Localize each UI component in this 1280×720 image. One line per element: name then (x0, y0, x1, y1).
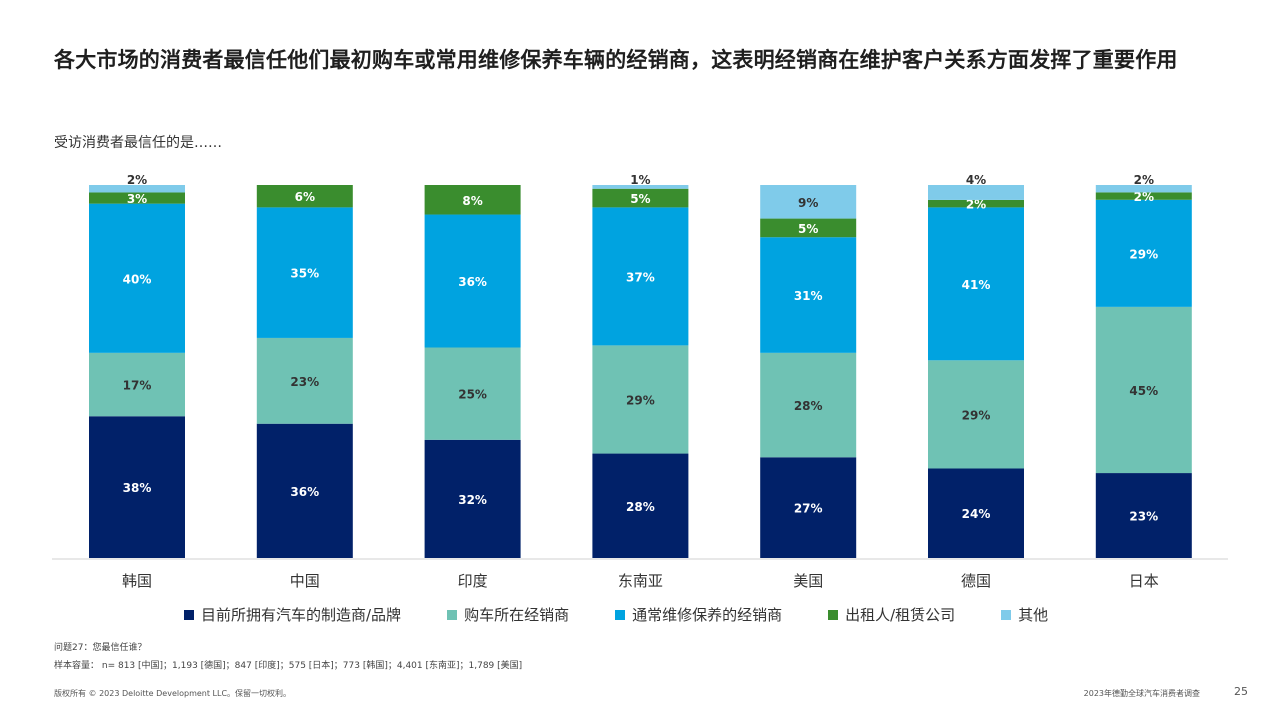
bar-segment (928, 207, 1024, 361)
data-label: 37% (626, 270, 655, 284)
bar-segment (89, 352, 185, 417)
bar-segment (89, 185, 185, 193)
data-label: 9% (798, 196, 818, 210)
bar-segment (1095, 473, 1192, 558)
bar-segment (1095, 185, 1192, 193)
legend-swatch (447, 609, 458, 620)
legend-swatch (828, 609, 839, 620)
data-label: 1% (630, 173, 650, 187)
report-name: 2023年德勤全球汽车消费者调查 (1083, 689, 1200, 698)
legend-item-service-dealer: 通常维修保养的经销商 (615, 604, 782, 625)
bar-segment (592, 453, 689, 558)
bar-segment (1095, 199, 1192, 307)
bar-segment (424, 214, 521, 348)
bar-segment (760, 352, 857, 458)
data-label: 36% (290, 485, 319, 499)
bar-segment (89, 192, 185, 204)
bar-segment (760, 457, 857, 558)
data-label: 2% (1134, 190, 1154, 204)
bar-segment (760, 237, 857, 353)
x-tick-label: 日本 (1129, 572, 1159, 590)
legend-label: 通常维修保养的经销商 (632, 606, 783, 624)
bar-segment (760, 185, 857, 219)
legend-item-lessor: 出租人/租赁公司 (828, 604, 955, 625)
bar-segment (89, 203, 185, 353)
data-label: 23% (1129, 510, 1158, 524)
copyright: 版权所有 © 2023 Deloitte Development LLC。保留一… (54, 689, 292, 698)
bar-segment (592, 207, 689, 346)
legend-label: 目前所拥有汽车的制造商/品牌 (201, 606, 402, 624)
legend-item-other: 其他 (1001, 604, 1048, 625)
data-label: 40% (123, 272, 152, 286)
data-label: 28% (626, 500, 655, 514)
bar-segment (1095, 192, 1192, 200)
legend-item-purchase-dealer: 购车所在经销商 (447, 604, 569, 625)
page-number: 25 (1234, 685, 1248, 698)
chart-legend: 目前所拥有汽车的制造商/品牌 购车所在经销商 通常维修保养的经销商 出租人/租赁… (184, 604, 1094, 625)
bar-segment (592, 185, 689, 189)
x-tick-label: 德国 (961, 572, 991, 590)
bar-segment (424, 439, 521, 558)
bar-segment (424, 347, 521, 440)
legend-label: 购车所在经销商 (464, 606, 570, 624)
data-label: 2% (966, 198, 986, 212)
bar-segment (592, 188, 689, 208)
data-label: 8% (462, 194, 482, 208)
data-label: 24% (962, 507, 991, 521)
x-tick-label: 韩国 (122, 572, 152, 590)
x-tick-label: 美国 (793, 572, 823, 590)
bar-segment (256, 185, 353, 208)
chart-subtitle: 受访消费者最信任的是…… (54, 135, 222, 151)
data-label: 3% (127, 192, 147, 206)
data-label: 27% (794, 502, 823, 516)
x-tick-label: 中国 (290, 572, 320, 590)
data-label: 2% (1134, 173, 1154, 187)
data-label: 29% (626, 393, 655, 407)
legend-label: 出租人/租赁公司 (845, 606, 956, 624)
bar-segment (928, 360, 1024, 469)
legend-label: 其他 (1018, 606, 1049, 624)
data-label: 31% (794, 289, 823, 303)
bar-segment (592, 345, 689, 454)
bar-segment (928, 199, 1024, 208)
data-label: 28% (794, 399, 823, 413)
bar-segment (928, 185, 1024, 200)
data-label: 23% (290, 375, 319, 389)
data-label: 2% (127, 173, 147, 187)
page-title: 各大市场的消费者最信任他们最初购车或常用维修保养车辆的经销商，这表明经销商在维护… (54, 48, 1178, 72)
data-label: 6% (295, 190, 315, 204)
bar-segment (256, 423, 353, 558)
data-label: 45% (1129, 384, 1158, 398)
question-note: 问题27：您最信任谁？ (54, 643, 147, 653)
data-label: 36% (458, 275, 487, 289)
x-tick-label: 东南亚 (618, 572, 663, 590)
legend-swatch (615, 609, 626, 620)
data-label: 4% (966, 173, 986, 187)
legend-item-manufacturer: 目前所拥有汽车的制造商/品牌 (184, 604, 401, 625)
bar-segment (256, 337, 353, 424)
bar-segment (89, 416, 185, 558)
data-label: 38% (123, 481, 152, 495)
sample-size-note: 样本容量： n= 813 [中国]；1,193 [德国]；847 [印度]；57… (54, 661, 523, 671)
data-label: 32% (458, 493, 487, 507)
data-label: 41% (962, 278, 991, 292)
data-label: 35% (290, 267, 319, 281)
legend-swatch (1001, 609, 1012, 620)
stacked-bar-chart: 38% 17% 40% 3% 2% 韩国 36% 23% 35% 6% 中国 32% 25% 36% 8% 印… (52, 173, 1228, 590)
x-tick-label: 印度 (458, 572, 488, 590)
bar-segment (760, 218, 857, 238)
data-label: 5% (798, 222, 818, 236)
bar-segment (424, 185, 521, 215)
data-label: 29% (1129, 247, 1158, 261)
legend-swatch (184, 609, 194, 620)
bar-segment (928, 468, 1024, 558)
data-label: 17% (123, 379, 152, 393)
data-label: 25% (458, 388, 487, 402)
data-label: 5% (630, 192, 650, 206)
data-label: 29% (962, 408, 991, 422)
bar-segment (1095, 306, 1192, 474)
bar-segment (256, 207, 353, 338)
